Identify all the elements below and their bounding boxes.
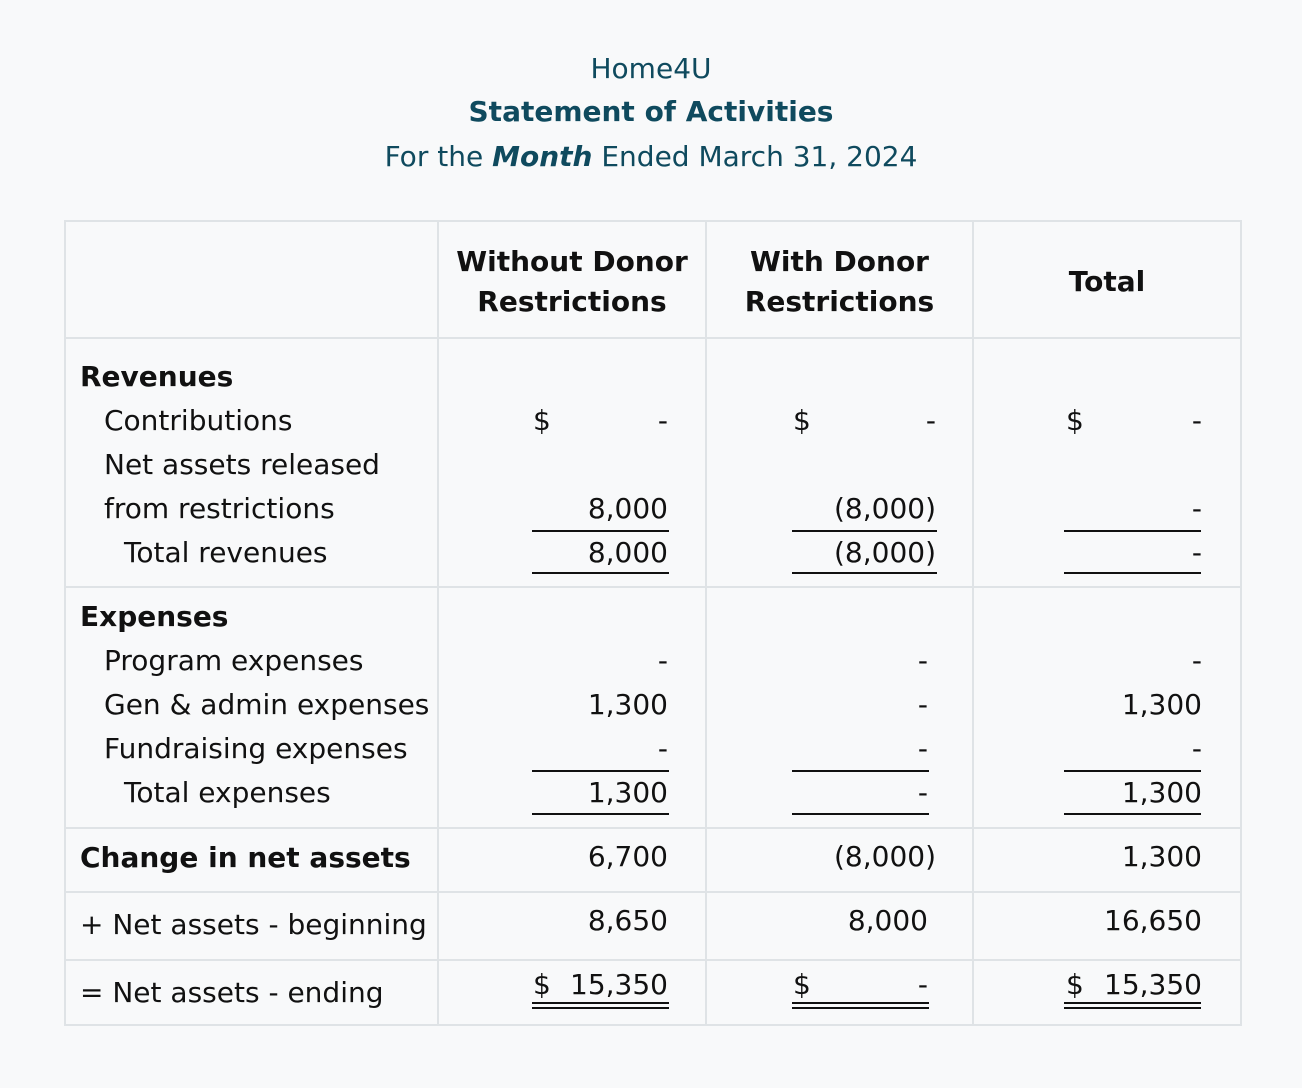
header-line: Restrictions: [744, 285, 935, 318]
total-expenses-with: -: [917, 776, 928, 809]
currency-symbol: $: [1066, 404, 1084, 437]
program-with: -: [917, 644, 928, 677]
double-underline: [532, 1007, 669, 1009]
contributions-total: -: [1191, 404, 1202, 437]
underline: [792, 813, 929, 815]
total-revenues-without: 8,000: [587, 536, 668, 569]
header-line: With Donor: [749, 245, 929, 278]
underline: [532, 530, 669, 532]
total-expenses-without: 1,300: [587, 776, 668, 809]
underline: [1064, 770, 1201, 772]
total-revenues-label: Total revenues: [124, 536, 328, 569]
net-assets-ending-label: = Net assets - ending: [80, 976, 384, 1009]
underline: [532, 572, 669, 574]
released-label-line1: Net assets released: [104, 448, 380, 481]
ending-with: -: [917, 968, 928, 1001]
admin-without: 1,300: [587, 688, 668, 721]
period-emphasis: Month: [492, 140, 593, 173]
admin-total: 1,300: [1121, 688, 1202, 721]
fundraising-with: -: [917, 732, 928, 765]
currency-symbol: $: [793, 968, 811, 1001]
net-assets-beginning-label: + Net assets - beginning: [80, 908, 427, 941]
change-without: 6,700: [587, 840, 668, 873]
company-name: Home4U: [590, 52, 712, 85]
revenues-heading: Revenues: [80, 360, 234, 393]
ending-without: 15,350: [570, 968, 668, 1001]
double-underline: [532, 1002, 669, 1004]
expenses-heading: Expenses: [80, 600, 229, 633]
underline: [792, 530, 937, 532]
header-line: Restrictions: [477, 285, 667, 318]
column-divider: [437, 222, 439, 1024]
ending-total: 15,350: [1104, 968, 1202, 1001]
currency-symbol: $: [793, 404, 811, 437]
fundraising-total: -: [1191, 732, 1202, 765]
contributions-with: -: [925, 404, 936, 437]
underline: [1064, 813, 1201, 815]
released-total: -: [1191, 492, 1202, 525]
beginning-without: 8,650: [587, 904, 668, 937]
column-divider: [705, 222, 707, 1024]
underline: [532, 813, 669, 815]
double-underline: [1064, 1007, 1201, 1009]
admin-expenses-label: Gen & admin expenses: [104, 688, 430, 721]
change-in-net-assets-label: Change in net assets: [80, 841, 411, 874]
underline: [792, 572, 937, 574]
double-underline: [792, 1002, 929, 1004]
statement-period: For the Month Ended March 31, 2024: [0, 140, 1302, 173]
currency-symbol: $: [533, 968, 551, 1001]
row-divider: [66, 586, 1240, 588]
double-underline: [792, 1007, 929, 1009]
header-line: Without Donor: [456, 245, 688, 278]
period-suffix: Ended March 31, 2024: [601, 140, 918, 173]
row-divider: [66, 827, 1240, 829]
statement-table: Without Donor Restrictions With Donor Re…: [64, 220, 1242, 1026]
released-label-line2: from restrictions: [104, 492, 335, 525]
change-total: 1,300: [1121, 840, 1202, 873]
row-divider: [66, 891, 1240, 893]
underline: [792, 770, 929, 772]
underline: [1064, 572, 1201, 574]
change-with: (8,000): [833, 840, 936, 873]
row-divider: [66, 959, 1240, 961]
beginning-with: 8,000: [847, 904, 928, 937]
column-header-without-donor: Without Donor Restrictions: [439, 242, 705, 322]
statement-title: Statement of Activities: [468, 95, 834, 128]
column-header-with-donor: With Donor Restrictions: [707, 242, 972, 322]
total-expenses-label: Total expenses: [124, 776, 331, 809]
currency-symbol: $: [533, 404, 551, 437]
beginning-total: 16,650: [1104, 904, 1202, 937]
total-revenues-total: -: [1191, 536, 1202, 569]
contributions-label: Contributions: [104, 404, 293, 437]
currency-symbol: $: [1066, 968, 1084, 1001]
contributions-without: -: [657, 404, 668, 437]
program-total: -: [1191, 644, 1202, 677]
row-divider: [66, 337, 1240, 339]
admin-with: -: [917, 688, 928, 721]
underline: [1064, 530, 1201, 532]
total-revenues-with: (8,000): [833, 536, 936, 569]
period-prefix: For the: [384, 140, 484, 173]
fundraising-without: -: [657, 732, 668, 765]
double-underline: [1064, 1002, 1201, 1004]
program-without: -: [657, 644, 668, 677]
column-divider: [972, 222, 974, 1024]
fundraising-expenses-label: Fundraising expenses: [104, 732, 408, 765]
column-header-total: Total: [1068, 265, 1146, 298]
total-expenses-total: 1,300: [1121, 776, 1202, 809]
underline: [532, 770, 669, 772]
program-expenses-label: Program expenses: [104, 644, 364, 677]
released-without: 8,000: [587, 492, 668, 525]
released-with: (8,000): [833, 492, 936, 525]
